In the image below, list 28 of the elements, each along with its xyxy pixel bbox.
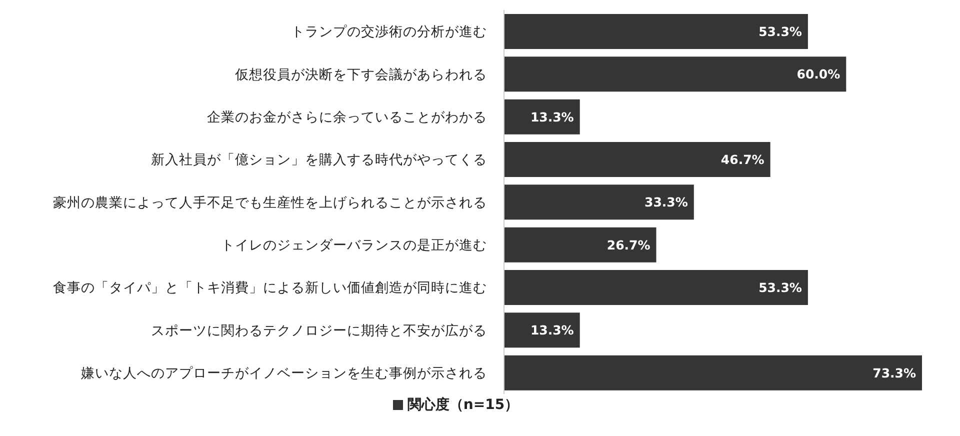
y-tick-label: トランプの交渉術の分析が進む	[291, 24, 487, 40]
data-label: 53.3%	[758, 280, 802, 295]
data-label: 13.3%	[530, 109, 574, 124]
data-label: 46.7%	[720, 152, 765, 167]
bar	[504, 312, 580, 348]
y-tick-label: 食事の「タイパ」と「トキ消費」による新しい価値創造が同時に進む	[53, 280, 487, 296]
data-label: 33.3%	[644, 194, 688, 210]
y-tick-label: トイレのジェンダーバランスの是正が進む	[221, 237, 487, 254]
bar	[504, 270, 808, 305]
data-label: 60.0%	[796, 66, 841, 82]
data-label: 73.3%	[872, 365, 916, 380]
y-tick-label: 豪州の農業によって人手不足でも生産性を上げられることが示される	[53, 194, 487, 211]
y-tick-label: 企業のお金がさらに余っていることがわかる	[207, 109, 487, 126]
bar	[504, 142, 770, 177]
y-tick-label: 仮想役員が決断を下す会議があらわれる	[234, 66, 487, 83]
bar	[504, 227, 656, 262]
y-tick-label: 嫌いな人へのアプローチがイノベーションを生む事例が示される	[81, 365, 487, 382]
bar	[504, 355, 922, 390]
data-label: 53.3%	[758, 24, 802, 39]
legend-label: 関心度（n=15）	[407, 397, 519, 413]
bar	[504, 184, 694, 220]
y-tick-label: 新入社員が「億ション」を購入する時代がやってくる	[151, 152, 487, 168]
bar	[504, 99, 580, 134]
bar	[504, 14, 808, 49]
data-label: 13.3%	[530, 322, 574, 338]
bar	[504, 56, 846, 92]
y-tick-label: スポーツに関わるテクノロジーに期待と不安が広がる	[151, 322, 487, 339]
data-label: 26.7%	[606, 237, 651, 252]
